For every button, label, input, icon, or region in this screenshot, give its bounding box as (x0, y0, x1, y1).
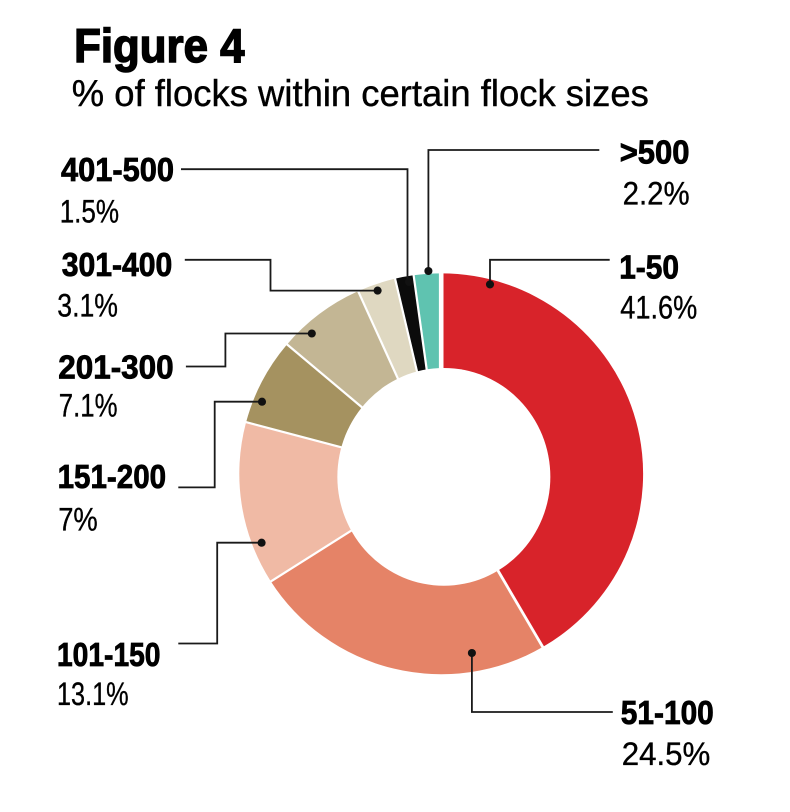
svg-text:>500: >500 (620, 135, 690, 172)
svg-text:13.1%: 13.1% (57, 675, 129, 712)
svg-text:7%: 7% (58, 501, 97, 538)
svg-text:1.5%: 1.5% (60, 192, 119, 229)
svg-text:101-150: 101-150 (57, 637, 161, 674)
svg-text:3.1%: 3.1% (57, 286, 118, 323)
svg-text:301-400: 301-400 (62, 247, 173, 284)
svg-text:51-100: 51-100 (621, 695, 714, 732)
svg-text:151-200: 151-200 (58, 459, 167, 496)
svg-text:401-500: 401-500 (61, 152, 174, 189)
svg-text:2.2%: 2.2% (623, 174, 690, 211)
svg-text:24.5%: 24.5% (622, 735, 711, 772)
svg-text:7.1%: 7.1% (59, 387, 118, 424)
svg-text:201-300: 201-300 (58, 350, 174, 387)
svg-text:Figure 4: Figure 4 (74, 20, 245, 73)
svg-text:41.6%: 41.6% (620, 289, 697, 326)
svg-text:1-50: 1-50 (619, 250, 679, 287)
svg-text:% of flocks within certain flo: % of flocks within certain flock sizes (72, 73, 649, 114)
